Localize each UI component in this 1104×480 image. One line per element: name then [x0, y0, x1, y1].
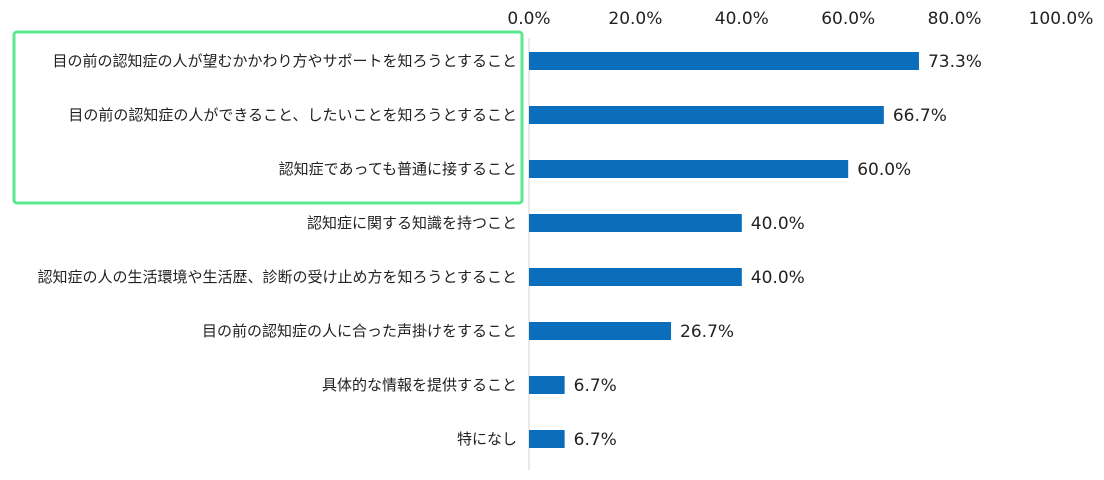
value-label: 6.7% — [574, 430, 617, 450]
highlight-layer — [12, 30, 524, 205]
bar — [529, 430, 565, 448]
category-label: 認知症に関する知識を持つこと — [307, 214, 517, 232]
x-tick-label: 40.0% — [715, 9, 769, 29]
bar — [529, 322, 672, 340]
value-labels: 73.3% 66.7% 60.0% 40.0% 40.0% 26.7% 6.7% 6.7% — [574, 52, 982, 450]
value-label: 73.3% — [928, 52, 982, 72]
bar — [529, 268, 742, 286]
bar — [529, 52, 919, 70]
category-label: 目の前の認知症の人が望むかかわり方やサポートを知ろうとすること — [52, 52, 517, 70]
x-tick-label: 0.0% — [507, 9, 550, 29]
highlight-box — [12, 30, 524, 205]
value-label: 66.7% — [893, 106, 947, 126]
bar — [529, 160, 849, 178]
category-label: 具体的な情報を提供すること — [322, 376, 517, 394]
bar — [529, 376, 565, 394]
x-tick-label: 20.0% — [608, 9, 662, 29]
value-label: 26.7% — [680, 322, 734, 342]
value-label: 40.0% — [751, 214, 805, 234]
x-tick-label: 100.0% — [1029, 9, 1094, 29]
bar — [529, 214, 742, 232]
category-label: 認知症であっても普通に接すること — [279, 160, 517, 178]
value-label: 40.0% — [751, 268, 805, 288]
category-label: 認知症の人の生活環境や生活歴、診断の受け止め方を知ろうとすること — [37, 268, 517, 286]
bars — [529, 52, 919, 448]
category-labels: 目の前の認知症の人が望むかかわり方やサポートを知ろうとすること目の前の認知症の人… — [37, 52, 517, 448]
value-label: 60.0% — [857, 160, 911, 180]
x-axis-ticks: 0.0% 20.0% 40.0% 60.0% 80.0% 100.0% — [507, 9, 1093, 29]
category-label: 目の前の認知症の人ができること、したいことを知ろうとすること — [68, 106, 517, 124]
bar — [529, 106, 884, 124]
value-label: 6.7% — [574, 376, 617, 396]
category-label: 目の前の認知症の人に合った声掛けをすること — [202, 322, 517, 340]
category-label: 特になし — [457, 430, 517, 448]
x-tick-label: 60.0% — [821, 9, 875, 29]
x-tick-label: 80.0% — [928, 9, 982, 29]
